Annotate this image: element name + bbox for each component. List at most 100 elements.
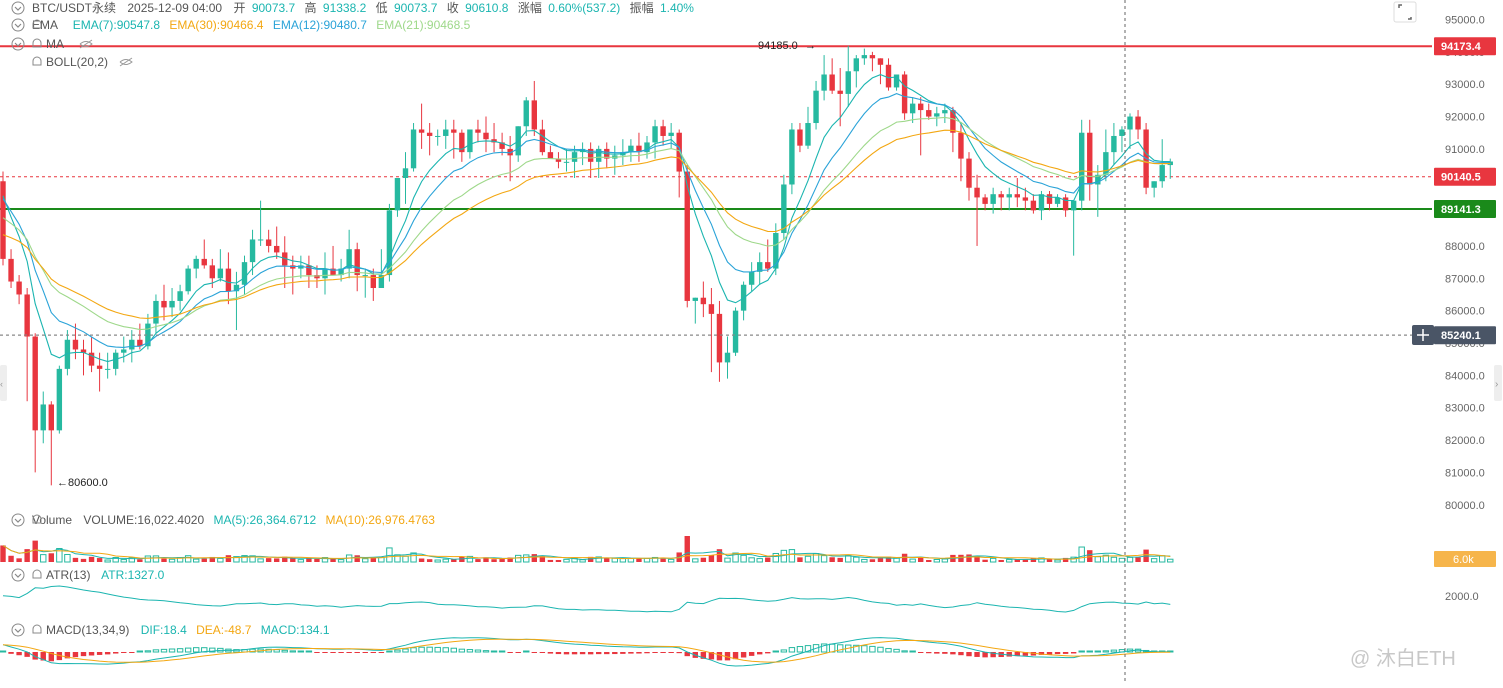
macd-histogram-bar [314, 652, 320, 653]
macd-histogram-bar [96, 652, 103, 655]
scroll-left-handle[interactable]: ‹ [0, 365, 7, 401]
candle-body [459, 132, 465, 153]
price-axis: 95000.094000.093000.092000.091000.090000… [1445, 15, 1485, 604]
volume-bar [643, 557, 651, 563]
macd-histogram-bar [757, 652, 763, 655]
macd-histogram-bar [796, 646, 804, 653]
macd-histogram-bar [136, 650, 144, 653]
volume-bar [974, 556, 980, 562]
candle-body [386, 210, 393, 276]
macd-histogram-bar [322, 652, 328, 653]
macd-histogram-bar [24, 652, 30, 657]
candle-body [410, 129, 417, 169]
macd-histogram-bar [644, 652, 650, 654]
price-tick-label: 83000.0 [1445, 403, 1485, 415]
volume-bar [402, 555, 409, 563]
volume-bar [201, 558, 207, 562]
candle-body [1054, 197, 1061, 204]
volume-bar [724, 557, 731, 563]
volume-bar [918, 557, 924, 562]
macd-histogram-bar [16, 652, 22, 656]
candle-body [684, 171, 690, 301]
candle-body [306, 265, 312, 276]
volume-bar [16, 558, 22, 562]
macd-histogram-bar [1070, 652, 1077, 654]
volume-bar [885, 556, 892, 562]
volume-bar [1126, 556, 1134, 563]
volume-bar [1102, 554, 1110, 563]
candle-body [789, 129, 795, 185]
atr-legend[interactable]: ATR(13) ATR:1327.0 [11, 568, 165, 582]
ma-legend[interactable]: MA [11, 37, 93, 51]
price-tag-label: 94173.4 [1441, 41, 1482, 53]
volume-bar [8, 555, 14, 562]
volume-legend[interactable]: Volume VOLUME:16,022.4020 MA(5):26,364.6… [11, 513, 435, 527]
volume-bar [0, 545, 6, 562]
candle-body [80, 349, 87, 353]
bell-icon [32, 38, 42, 48]
macd-histogram-bar [893, 648, 900, 653]
macd-histogram-bar [346, 652, 352, 653]
macd-histogram-bar [990, 652, 996, 658]
expand-button[interactable] [1393, 1, 1417, 23]
high-annotation: 94185.0 → [758, 40, 816, 52]
macd-histogram-bar [901, 650, 908, 653]
crosshair-add-button[interactable] [1412, 325, 1434, 345]
macd-histogram-bar [1006, 652, 1012, 657]
candle-body [869, 55, 876, 59]
macd-histogram-bar [442, 647, 449, 653]
candle-body [692, 297, 698, 301]
macd-histogram-bar [748, 652, 755, 656]
volume-bar [161, 558, 167, 562]
candle-body [499, 142, 505, 149]
volume-bar [1135, 557, 1141, 562]
candle-body [426, 132, 433, 136]
macd-histogram-bar [555, 652, 562, 655]
candle-body [1103, 152, 1109, 175]
candle-body [362, 275, 368, 277]
candle-body [805, 123, 811, 146]
macd-histogram-bar [474, 649, 482, 653]
macd-histogram-bar [338, 652, 344, 653]
scroll-right-handle[interactable]: › [1494, 365, 1502, 401]
candle-body [24, 294, 30, 337]
candle-body [0, 181, 6, 259]
macd-histogram-bar [56, 652, 63, 661]
volume-bar [137, 559, 143, 562]
volume-bar [604, 557, 610, 562]
volume-bar [32, 540, 38, 562]
macd-histogram-bar [1054, 652, 1061, 655]
volume-bar [627, 558, 635, 563]
macd-histogram-bar [926, 652, 932, 654]
candle-body [958, 132, 964, 159]
candle-body [765, 262, 771, 269]
ema-legend[interactable]: EMA EMA(7):90547.8 EMA(30):90466.4 EMA(1… [11, 18, 471, 32]
volume-bar [515, 554, 522, 563]
volume-bar [1022, 559, 1029, 562]
macd-histogram-bar [305, 650, 313, 653]
candle-body [507, 148, 513, 156]
volume-bar [788, 549, 796, 563]
volume-bar [442, 558, 449, 563]
volume-bar [1054, 559, 1061, 563]
collapse-icon[interactable] [11, 1, 25, 15]
candle-body [1038, 194, 1045, 211]
macd-histogram-bar [974, 652, 980, 657]
candle-body [644, 142, 650, 153]
candle-body [982, 197, 988, 204]
candle-body [1095, 174, 1101, 185]
macd-legend[interactable]: MACD(13,34,9) DIF:18.4 DEA:-48.7 MACD:13… [11, 623, 330, 637]
svg-text:Volume VOLUME:16,022.4: Volume VOLUME:16,022.4020 MA(5):26,364.6… [32, 513, 435, 527]
volume-bar [772, 552, 779, 563]
volume-bar [466, 555, 474, 563]
volume-bar [337, 559, 345, 563]
candle-body [64, 339, 71, 369]
boll-legend[interactable]: BOLL(20,2) [32, 55, 133, 69]
candle-body [628, 145, 634, 153]
volume-bar [692, 558, 699, 563]
candle-body [201, 258, 207, 266]
candle-body [96, 365, 103, 369]
candle-body [483, 132, 489, 140]
